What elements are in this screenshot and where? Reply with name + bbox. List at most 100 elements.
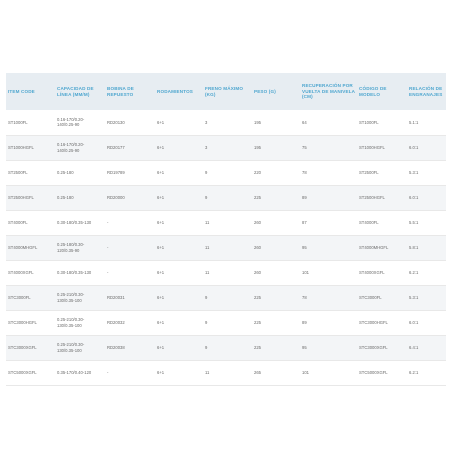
cell-bearings: 6+1	[155, 110, 203, 136]
cell-bearings: 6+1	[155, 210, 203, 236]
cell-bearings: 6+1	[155, 335, 203, 361]
cell-item-code: ST4000FL	[6, 210, 55, 236]
cell-spare-spool: RD20130	[105, 110, 155, 136]
cell-model-code: ST4000MHGFL	[357, 235, 407, 261]
cell-max-drag: 11	[203, 260, 252, 286]
cell-line-capacity: 0.25-180	[55, 185, 105, 211]
cell-spare-spool: RD20032	[105, 310, 155, 336]
table-row: ST1000FL 0.16-170/0.20- 140/0.25-90 RD2013…	[6, 110, 446, 136]
cell-line-capacity: 0.16-170/0.20- 140/0.25-90	[55, 135, 105, 161]
table-row: ST4000XGFL 0.30-180/0.35-130-6+1 11 260 101 S…	[6, 260, 446, 286]
cell-item-code: STC5000XGFL	[6, 360, 55, 386]
cell-model-code: STC3000XGFL	[357, 335, 407, 361]
cell-line-capacity: 0.30-180/0.35-130	[55, 260, 105, 286]
cell-model-code: ST1000HGFL	[357, 135, 407, 161]
cell-line-capacity: 0.25-210/0.30- 130/0.35-100	[55, 310, 105, 336]
cell-max-drag: 9	[203, 310, 252, 336]
cell-item-code: STC3000XGFL	[6, 335, 55, 361]
cell-bearings: 6+1	[155, 135, 203, 161]
cell-spare-spool: -	[105, 210, 155, 236]
cell-item-code: STC3000HGFL	[6, 310, 55, 336]
cell-bearings: 6+1	[155, 160, 203, 186]
cell-item-code: ST2500FL	[6, 160, 55, 186]
cell-max-drag: 9	[203, 160, 252, 186]
cell-model-code: ST4000FL	[357, 210, 407, 236]
cell-gear-ratio: 5.5:1	[407, 210, 446, 236]
cell-gear-ratio: 6.2:1	[407, 260, 446, 286]
table-row: ST1000HGFL 0.16-170/0.20- 140/0.25-90 RD20…	[6, 135, 446, 161]
cell-gear-ratio: 6.0:1	[407, 185, 446, 211]
cell-max-drag: 11	[203, 360, 252, 386]
cell-line-capacity: 0.25-210/0.30- 130/0.35-100	[55, 285, 105, 311]
cell-model-code: STC5000XGFL	[357, 360, 407, 386]
cell-retrieve-per-crank: 101	[300, 360, 357, 386]
cell-item-code: ST2500HGFL	[6, 185, 55, 211]
cell-gear-ratio: 6.0:1	[407, 135, 446, 161]
cell-weight: 260	[252, 260, 300, 286]
cell-gear-ratio: 5.8:1	[407, 235, 446, 261]
cell-weight: 195	[252, 110, 300, 136]
header-retrieve-per-crank: RECUPERACIÓN POR VUELTA DE MANIVELA (CM)	[302, 82, 355, 100]
cell-spare-spool: RD20031	[105, 285, 155, 311]
cell-weight: 260	[252, 210, 300, 236]
cell-gear-ratio: 5.1:1	[407, 110, 446, 136]
cell-retrieve-per-crank: 64	[300, 110, 357, 136]
cell-retrieve-per-crank: 89	[300, 310, 357, 336]
cell-item-code: ST1000HGFL	[6, 135, 55, 161]
header-gear-ratio: RELACIÓN DE ENGRANAJES	[409, 85, 443, 97]
cell-max-drag: 11	[203, 235, 252, 261]
header-weight: PESO (G)	[254, 88, 276, 94]
cell-gear-ratio: 6.2:1	[407, 360, 446, 386]
cell-max-drag: 9	[203, 185, 252, 211]
cell-gear-ratio: 6.4:1	[407, 335, 446, 361]
cell-retrieve-per-crank: 78	[300, 160, 357, 186]
reel-specs-table: ITEM CODE CAPACIDAD DE LÍNEA (MM/M) BOBI…	[6, 73, 446, 386]
cell-weight: 265	[252, 360, 300, 386]
cell-bearings: 6+1	[155, 185, 203, 211]
cell-spare-spool: RD19789	[105, 160, 155, 186]
cell-weight: 260	[252, 235, 300, 261]
cell-line-capacity: 0.25-210/0.30- 130/0.35-100	[55, 335, 105, 361]
cell-max-drag: 9	[203, 335, 252, 361]
cell-gear-ratio: 5.3:1	[407, 285, 446, 311]
cell-model-code: STC3000FL	[357, 285, 407, 311]
cell-max-drag: 11	[203, 210, 252, 236]
cell-model-code: ST4000XGFL	[357, 260, 407, 286]
cell-max-drag: 3	[203, 135, 252, 161]
cell-model-code: ST2500FL	[357, 160, 407, 186]
cell-weight: 220	[252, 160, 300, 186]
cell-retrieve-per-crank: 95	[300, 335, 357, 361]
cell-item-code: ST1000FL	[6, 110, 55, 136]
table-row: ST2500FL 0.25-180 RD19789 6+1 9 220 78 ST2500FL…	[6, 160, 446, 186]
cell-retrieve-per-crank: 101	[300, 260, 357, 286]
cell-spare-spool: RD20000	[105, 185, 155, 211]
table-row: ST2500HGFL 0.25-180 RD20000 6+1 9 225 89 ST2500…	[6, 185, 446, 211]
header-spare-spool: BOBINA DE REPUESTO	[107, 85, 134, 97]
table-row: ST4000MHGFL 0.25-180/0.30- 120/0.35-90-6+…	[6, 235, 446, 261]
cell-bearings: 6+1	[155, 260, 203, 286]
cell-spare-spool: RD20038	[105, 335, 155, 361]
cell-line-capacity: 0.35-170/0.40-120	[55, 360, 105, 386]
cell-line-capacity: 0.25-180	[55, 160, 105, 186]
cell-model-code: ST1000FL	[357, 110, 407, 136]
table-row: STC3000XGFL 0.25-210/0.30- 130/0.35-100 RD…	[6, 335, 446, 361]
table-row: STC3000HGFL 0.25-210/0.30- 130/0.35-100 RD…	[6, 310, 446, 336]
cell-gear-ratio: 5.3:1	[407, 160, 446, 186]
cell-item-code: ST4000MHGFL	[6, 235, 55, 261]
cell-retrieve-per-crank: 89	[300, 185, 357, 211]
cell-weight: 195	[252, 135, 300, 161]
table-row: ST4000FL 0.30-180/0.35-130-6+1 11 260 87 ST40…	[6, 210, 446, 236]
cell-model-code: STC3000HGFL	[357, 310, 407, 336]
cell-retrieve-per-crank: 75	[300, 135, 357, 161]
cell-weight: 225	[252, 310, 300, 336]
cell-gear-ratio: 6.0:1	[407, 310, 446, 336]
cell-weight: 225	[252, 335, 300, 361]
table-body: ST1000FL 0.16-170/0.20- 140/0.25-90 RD2013…	[6, 110, 446, 386]
header-row: ITEM CODE CAPACIDAD DE LÍNEA (MM/M) BOBI…	[6, 73, 446, 110]
cell-bearings: 6+1	[155, 285, 203, 311]
header-line-capacity: CAPACIDAD DE LÍNEA (MM/M)	[57, 85, 94, 97]
header-max-drag: FRENO MÁXIMO (KG)	[205, 85, 244, 97]
cell-spare-spool: -	[105, 235, 155, 261]
cell-model-code: ST2500HGFL	[357, 185, 407, 211]
cell-bearings: 6+1	[155, 360, 203, 386]
